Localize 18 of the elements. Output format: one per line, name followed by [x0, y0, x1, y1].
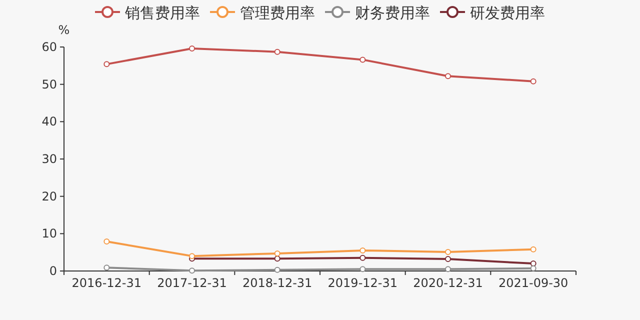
y-tick-label: 0 — [49, 264, 57, 278]
x-tick-label: 2020-12-31 — [413, 276, 483, 290]
y-tick-label: 20 — [42, 189, 57, 204]
legend-label: 财务费用率 — [355, 4, 430, 22]
x-tick-label: 2016-12-31 — [72, 276, 142, 290]
y-tick-label: 10 — [42, 226, 57, 241]
y-tick-label: 40 — [42, 114, 57, 129]
y-tick-label: 50 — [42, 77, 57, 92]
y-axis-title: % — [58, 23, 70, 37]
y-tick-label: 30 — [42, 152, 57, 166]
legend-label: 研发费用率 — [470, 4, 545, 22]
x-tick-label: 2018-12-31 — [242, 276, 312, 290]
y-tick-label: 60 — [42, 40, 57, 54]
x-tick-label: 2021-09-30 — [498, 276, 568, 290]
x-tick-label: 2019-12-31 — [328, 276, 398, 290]
legend-label: 销售费用率 — [124, 4, 200, 22]
legend-label: 管理费用率 — [240, 4, 315, 22]
x-tick-label: 2017-12-31 — [157, 276, 227, 290]
